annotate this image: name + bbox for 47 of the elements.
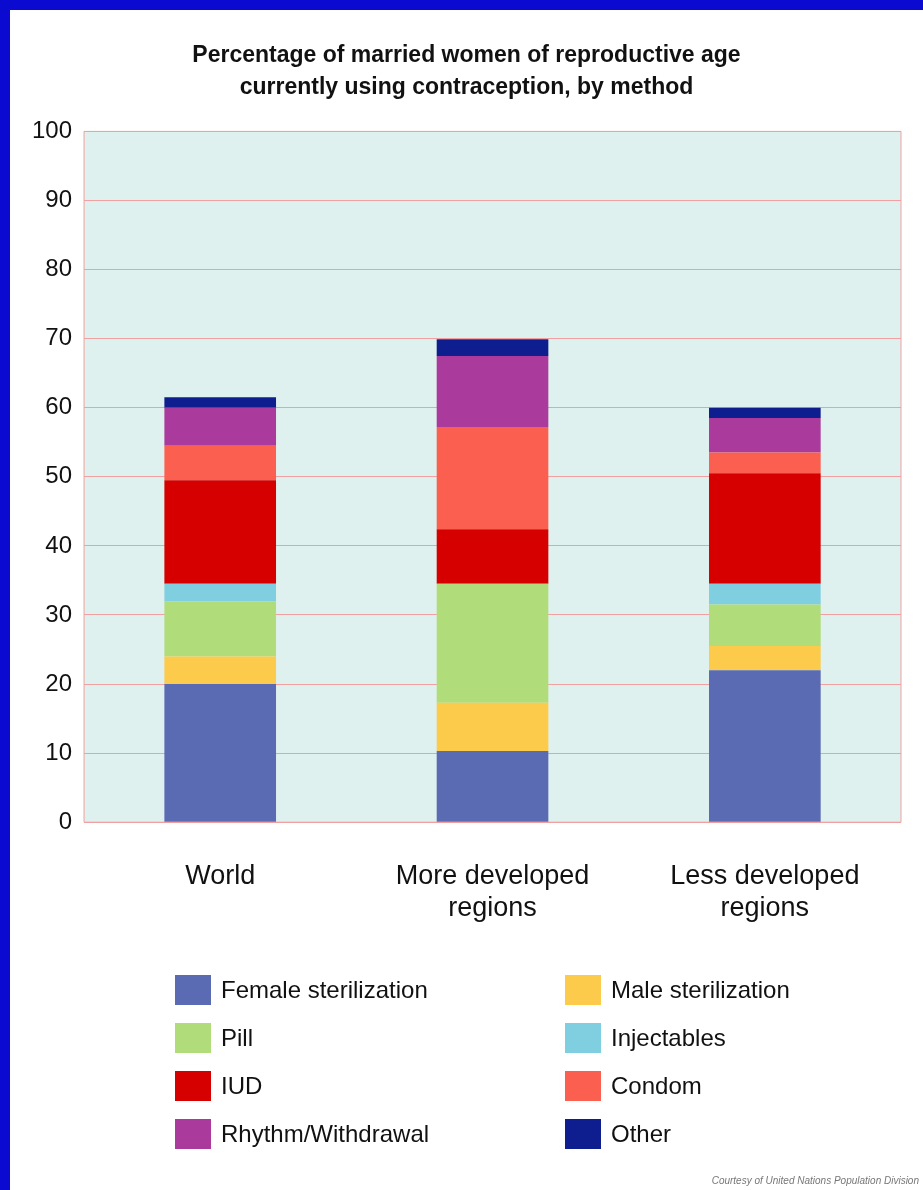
bar — [436, 702, 549, 752]
legend-label: Other — [611, 1120, 672, 1148]
legend-label: Pill — [221, 1024, 254, 1052]
y-tick-label: 90 — [45, 185, 73, 213]
bar — [164, 601, 277, 657]
bar — [709, 418, 821, 453]
y-tick-label: 60 — [45, 392, 73, 420]
bar — [709, 407, 821, 419]
bar — [164, 445, 277, 481]
bar — [709, 583, 821, 605]
y-tick-label: 10 — [45, 737, 73, 765]
y-tick-label: 70 — [45, 323, 73, 351]
legend-label: Injectables — [611, 1024, 726, 1052]
text: Courtesy of United Nations Population Division — [711, 1175, 919, 1186]
legend-label: Condom — [611, 1072, 702, 1100]
bar — [709, 646, 821, 671]
y-tick-label: 0 — [58, 806, 73, 834]
bar — [164, 583, 277, 602]
x-tick-label: Less developed regions — [670, 859, 860, 923]
legend-label: Rhythm/Withdrawal — [221, 1120, 430, 1148]
y-tick-label: 50 — [45, 461, 73, 489]
bar — [436, 751, 549, 822]
bar — [164, 407, 277, 446]
x-tick-label: More developed regions — [395, 859, 590, 923]
chart-title: Percentage of married women of reproductive age currently using contraception, by method — [191, 40, 742, 101]
bar — [164, 480, 277, 584]
y-tick-label: 80 — [45, 254, 73, 282]
legend-label: Male sterilization — [611, 976, 790, 1004]
legend-label: Female sterilization — [221, 976, 428, 1004]
bar — [709, 604, 821, 647]
legend-label: IUD — [221, 1072, 263, 1100]
y-tick-label: 20 — [45, 668, 73, 696]
y-tick-label: 40 — [45, 530, 73, 558]
bar — [709, 452, 821, 474]
x-tick-label: World — [185, 859, 256, 890]
bar — [164, 397, 277, 408]
y-tick-label: 30 — [45, 599, 73, 627]
bar — [164, 656, 277, 685]
bar — [709, 473, 821, 584]
bar — [436, 355, 549, 428]
bar — [436, 339, 549, 356]
bar — [164, 684, 277, 822]
bar — [436, 427, 549, 530]
bar — [709, 670, 821, 822]
bar — [436, 529, 549, 584]
bar — [436, 583, 549, 703]
y-tick-label: 100 — [32, 116, 73, 144]
